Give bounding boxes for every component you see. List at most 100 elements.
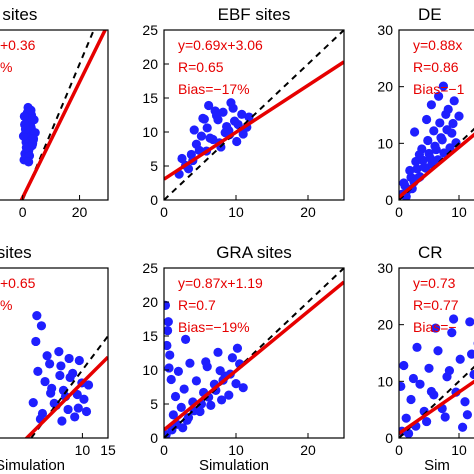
data-point (168, 410, 178, 420)
data-point (231, 379, 241, 389)
data-point (24, 157, 34, 167)
data-point (198, 113, 208, 123)
data-point (423, 135, 433, 146)
data-point (42, 351, 52, 361)
data-point (204, 100, 214, 111)
data-point (206, 400, 216, 410)
panel-5: 0 10 20 0 5 10 15 20 25 GRA sites y=0.87x+1.19 R=0.… (142, 243, 345, 474)
data-point (424, 363, 434, 373)
data-point (64, 353, 74, 364)
data-point (238, 129, 248, 139)
annotation: R=0.77 (413, 297, 459, 313)
data-point (183, 413, 194, 423)
data-point (28, 398, 38, 408)
data-point (202, 123, 212, 133)
y-tick-label: 0 (385, 430, 393, 446)
regression-line (399, 379, 474, 435)
y-tick-label: 0 (385, 192, 393, 208)
data-point (455, 354, 465, 364)
data-point (431, 323, 441, 333)
data-point (31, 336, 41, 347)
data-point (189, 125, 199, 135)
data-point (411, 156, 421, 167)
data-point (422, 416, 432, 427)
data-point (55, 370, 65, 381)
y-tick-label: 10 (377, 135, 393, 151)
data-point (401, 413, 411, 423)
y-tick-label: 10 (142, 124, 158, 140)
x-axis-label: Simulation (199, 457, 269, 474)
data-point (412, 342, 422, 352)
y-tick-label: 30 (377, 22, 393, 38)
data-point (224, 390, 234, 400)
data-point (227, 353, 237, 363)
data-point (425, 153, 435, 163)
data-point (443, 104, 453, 114)
annotation: +0.36 (0, 37, 36, 53)
data-point (215, 366, 225, 376)
axes-frame (163, 267, 345, 439)
data-point (40, 376, 50, 387)
data-point (449, 96, 459, 106)
chart-title: NF sites (0, 5, 37, 24)
data-point (213, 347, 223, 357)
data-point (170, 391, 181, 402)
data-point (164, 300, 171, 310)
data-point (185, 358, 195, 368)
data-point (70, 412, 80, 422)
annotation: % (0, 297, 12, 313)
data-point (46, 388, 56, 398)
y-tick-label: 25 (142, 22, 158, 38)
chart-title: GRA sites (216, 243, 292, 262)
x-tick-label: 10 (451, 442, 467, 458)
data-point (405, 165, 415, 176)
axes-frame (0, 267, 109, 439)
panel-3: 0 10 0 10 20 30 DE y=0.88x R=0.86 Bias=−1 (377, 5, 474, 220)
x-tick-label: 0 (19, 204, 27, 220)
data-point (177, 153, 187, 164)
data-point (444, 365, 454, 376)
x-tick-label: 15 (100, 442, 116, 458)
data-point (178, 423, 188, 433)
annotation: Bias=−19% (178, 319, 250, 335)
one-to-one-line (21, 30, 95, 200)
chart-title: EBF sites (218, 5, 291, 24)
data-point (19, 111, 29, 121)
x-tick-label: 0 (160, 204, 168, 220)
panel-2: 0 10 20 0 5 10 15 20 25 EBF sites y=0.69x+3.06 R=0.… (142, 5, 345, 220)
y-tick-label: 0 (150, 430, 158, 446)
x-tick-label: 0 (160, 442, 168, 458)
x-axis-label: Sim (424, 457, 450, 474)
chart-title: DE (418, 5, 442, 24)
data-point (412, 164, 422, 174)
plot-area (399, 81, 474, 200)
data-point (166, 374, 176, 385)
y-tick-label: 5 (150, 158, 158, 174)
data-point (437, 135, 447, 145)
annotation: y=0.87x+1.19 (178, 275, 263, 291)
data-point (429, 126, 439, 136)
annotation: % (0, 59, 12, 75)
data-point (81, 406, 92, 417)
data-point (410, 127, 420, 137)
x-tick-label: 10 (228, 204, 244, 220)
data-point (56, 361, 66, 371)
data-point (217, 395, 227, 405)
y-tick-label: 0 (150, 192, 158, 208)
data-point (74, 355, 84, 366)
data-point (165, 350, 175, 360)
data-point (63, 404, 73, 415)
x-tick-label: 20 (300, 204, 316, 220)
x-tick-label: 0 (395, 204, 403, 220)
data-point (467, 349, 474, 359)
annotation: y=0.88x (413, 37, 462, 53)
data-point (232, 136, 242, 147)
y-tick-label: 25 (142, 260, 158, 276)
data-point (438, 81, 448, 91)
x-tick-label: 20 (300, 442, 316, 458)
plot-area (18, 30, 108, 200)
y-tick-label: 15 (142, 328, 158, 344)
data-point (419, 162, 429, 172)
annotation: R=0.86 (413, 59, 459, 75)
